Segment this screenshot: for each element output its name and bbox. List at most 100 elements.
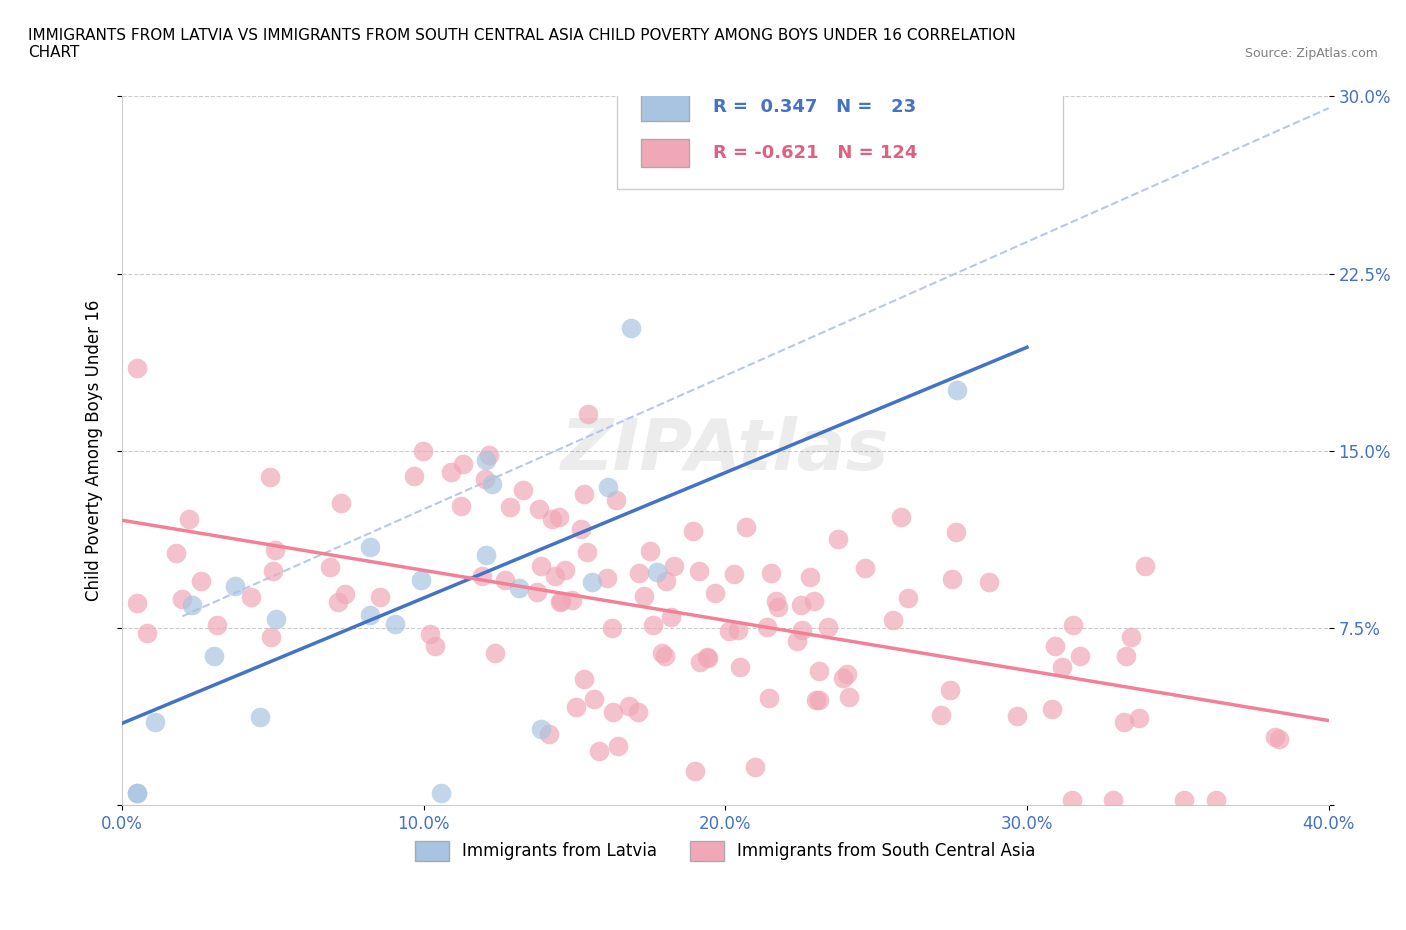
Point [190, 574, 212, 589]
Point [628, 565, 651, 580]
Point [330, 496, 353, 511]
Point [475, 452, 498, 467]
Point [638, 544, 661, 559]
Point [581, 575, 603, 590]
Point [890, 510, 912, 525]
Point [735, 519, 758, 534]
Point [598, 480, 620, 495]
Point [803, 593, 825, 608]
Point [853, 561, 876, 576]
Point [205, 618, 228, 632]
Point [544, 569, 567, 584]
Point [412, 444, 434, 458]
Point [945, 382, 967, 397]
Point [530, 722, 553, 737]
Point [475, 548, 498, 563]
FancyBboxPatch shape [617, 82, 1063, 189]
Point [835, 666, 858, 681]
Point [127, 786, 149, 801]
Point [527, 501, 550, 516]
Point [600, 621, 623, 636]
Point [548, 594, 571, 609]
Point [430, 786, 453, 801]
Point [249, 710, 271, 724]
Point [127, 595, 149, 610]
Point [127, 786, 149, 801]
Point [799, 569, 821, 584]
Point [554, 563, 576, 578]
Point [696, 650, 718, 665]
Point [718, 623, 741, 638]
FancyBboxPatch shape [641, 93, 689, 121]
Point [727, 622, 749, 637]
Point [744, 759, 766, 774]
Point [572, 487, 595, 502]
Point [602, 704, 624, 719]
Point [384, 617, 406, 631]
Point [1102, 793, 1125, 808]
Point [817, 619, 839, 634]
Point [596, 571, 619, 586]
Point [807, 663, 830, 678]
Point [1045, 639, 1067, 654]
Point [319, 559, 342, 574]
Point [838, 689, 860, 704]
Point [758, 690, 780, 705]
Point [659, 609, 682, 624]
Point [1128, 711, 1150, 725]
Point [1040, 702, 1063, 717]
Point [977, 574, 1000, 589]
Point [1121, 630, 1143, 644]
Point [723, 567, 745, 582]
Point [683, 764, 706, 778]
Point [548, 510, 571, 525]
Point [696, 651, 718, 666]
Point [409, 573, 432, 588]
Point [703, 585, 725, 600]
Point [1062, 618, 1084, 632]
Point [550, 593, 572, 608]
Point [143, 714, 166, 729]
Point [508, 580, 530, 595]
Point [583, 691, 606, 706]
Point [165, 546, 187, 561]
Point [333, 586, 356, 601]
Point [654, 648, 676, 663]
Point [576, 406, 599, 421]
Point [831, 671, 853, 685]
Point [605, 492, 627, 507]
Point [755, 619, 778, 634]
Point [607, 738, 630, 753]
Point [1115, 648, 1137, 663]
Point [1205, 793, 1227, 808]
Point [471, 569, 494, 584]
Point [425, 639, 447, 654]
Point [766, 599, 789, 614]
Point [682, 524, 704, 538]
Point [575, 545, 598, 560]
Legend: Immigrants from Latvia, Immigrants from South Central Asia: Immigrants from Latvia, Immigrants from … [409, 834, 1042, 868]
Point [326, 595, 349, 610]
Y-axis label: Child Poverty Among Boys Under 16: Child Poverty Among Boys Under 16 [86, 300, 103, 602]
Point [561, 592, 583, 607]
Point [136, 626, 159, 641]
Point [259, 470, 281, 485]
Point [765, 593, 787, 608]
Text: Source: ZipAtlas.com: Source: ZipAtlas.com [1244, 46, 1378, 60]
Point [572, 672, 595, 687]
Point [1050, 659, 1073, 674]
Point [617, 698, 640, 713]
Point [1264, 729, 1286, 744]
Point [450, 498, 472, 513]
Point [641, 618, 664, 632]
Point [368, 590, 391, 604]
Point [569, 521, 592, 536]
Point [260, 630, 283, 644]
Text: R =  0.347   N =   23: R = 0.347 N = 23 [713, 98, 917, 116]
Point [359, 539, 381, 554]
Point [537, 727, 560, 742]
FancyBboxPatch shape [641, 139, 689, 167]
Point [645, 565, 668, 579]
Point [627, 705, 650, 720]
Point [474, 472, 496, 486]
